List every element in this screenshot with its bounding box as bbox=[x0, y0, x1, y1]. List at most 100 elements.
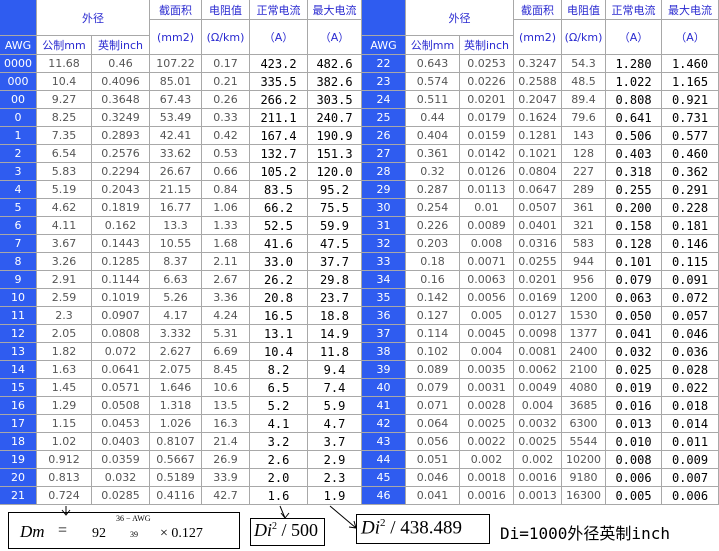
data-cell: 0.808 bbox=[606, 91, 662, 109]
data-cell: 0.079 bbox=[406, 379, 460, 397]
formula-text: 39 bbox=[130, 530, 138, 539]
data-cell: 0.036 bbox=[662, 343, 719, 361]
data-cell: 0.226 bbox=[406, 217, 460, 235]
data-cell: 151.3 bbox=[308, 145, 362, 163]
data-cell: 66.2 bbox=[250, 199, 308, 217]
awg-cell: 0 bbox=[0, 109, 37, 127]
header-cell: (mm2) bbox=[150, 20, 202, 55]
awg-cell: 30 bbox=[362, 199, 406, 217]
data-cell: 211.1 bbox=[250, 109, 308, 127]
data-cell: 0.006 bbox=[662, 487, 719, 505]
awg-cell: 24 bbox=[362, 91, 406, 109]
header-cell: （A） bbox=[662, 20, 719, 55]
data-cell: 0.84 bbox=[202, 181, 250, 199]
data-cell: 33.0 bbox=[250, 253, 308, 271]
data-cell: 0.0508 bbox=[92, 397, 150, 415]
data-cell: 0.127 bbox=[406, 307, 460, 325]
data-cell: 423.2 bbox=[250, 55, 308, 73]
data-cell: 1200 bbox=[562, 289, 606, 307]
data-cell: 0.3249 bbox=[92, 109, 150, 127]
data-cell: 1530 bbox=[562, 307, 606, 325]
awg-cell: 29 bbox=[362, 181, 406, 199]
data-cell: 0.0089 bbox=[460, 217, 514, 235]
data-cell: 0.025 bbox=[606, 361, 662, 379]
data-cell: 0.291 bbox=[662, 181, 719, 199]
data-cell: 9180 bbox=[562, 469, 606, 487]
data-cell: 85.01 bbox=[150, 73, 202, 91]
data-cell: 0.071 bbox=[406, 397, 460, 415]
data-cell: 21.4 bbox=[202, 433, 250, 451]
data-cell: 0.404 bbox=[406, 127, 460, 145]
header-cell: AWG bbox=[362, 36, 406, 55]
awg-cell: 42 bbox=[362, 415, 406, 433]
data-cell: 0.643 bbox=[406, 55, 460, 73]
data-cell: 266.2 bbox=[250, 91, 308, 109]
data-cell: 0.028 bbox=[662, 361, 719, 379]
awg-cell: 23 bbox=[362, 73, 406, 91]
formula-text: 92 bbox=[92, 526, 106, 541]
data-cell: 0.255 bbox=[606, 181, 662, 199]
header-cell: （A） bbox=[308, 20, 362, 55]
data-cell: 6.63 bbox=[150, 271, 202, 289]
data-cell: 4.7 bbox=[308, 415, 362, 433]
data-cell: 0.0018 bbox=[460, 469, 514, 487]
data-cell: 10.4 bbox=[250, 343, 308, 361]
awg-cell: 22 bbox=[362, 55, 406, 73]
data-cell: 52.5 bbox=[250, 217, 308, 235]
data-cell: 0.005 bbox=[606, 487, 662, 505]
data-cell: 2400 bbox=[562, 343, 606, 361]
data-cell: 0.101 bbox=[606, 253, 662, 271]
data-cell: 26.67 bbox=[150, 163, 202, 181]
awg-cell: 32 bbox=[362, 235, 406, 253]
data-cell: 18.8 bbox=[308, 307, 362, 325]
data-cell: 1.15 bbox=[37, 415, 92, 433]
data-cell: 0.072 bbox=[92, 343, 150, 361]
data-cell: 1.646 bbox=[150, 379, 202, 397]
data-cell: 0.041 bbox=[606, 325, 662, 343]
header-cell bbox=[0, 0, 37, 36]
header-cell: 英制inch bbox=[92, 36, 150, 55]
awg-cell: 40 bbox=[362, 379, 406, 397]
data-cell: 0.002 bbox=[460, 451, 514, 469]
data-cell: 0.162 bbox=[92, 217, 150, 235]
data-cell: 0.724 bbox=[37, 487, 92, 505]
awg-cell: 7 bbox=[0, 235, 37, 253]
data-cell: 227 bbox=[562, 163, 606, 181]
data-cell: 0.158 bbox=[606, 217, 662, 235]
data-cell: 0.0028 bbox=[460, 397, 514, 415]
awg-cell: 28 bbox=[362, 163, 406, 181]
awg-cell: 2 bbox=[0, 145, 37, 163]
data-cell: 0.010 bbox=[606, 433, 662, 451]
data-cell: 5.26 bbox=[150, 289, 202, 307]
formula-text: / 500 bbox=[281, 520, 319, 540]
awg-cell: 5 bbox=[0, 199, 37, 217]
data-cell: 10.55 bbox=[150, 235, 202, 253]
data-cell: 0.046 bbox=[662, 325, 719, 343]
data-cell: 5.2 bbox=[250, 397, 308, 415]
data-cell: 0.008 bbox=[460, 235, 514, 253]
data-cell: 41.6 bbox=[250, 235, 308, 253]
awg-cell: 1 bbox=[0, 127, 37, 145]
data-cell: 0.1624 bbox=[514, 109, 562, 127]
data-cell: 10200 bbox=[562, 451, 606, 469]
awg-cell: 16 bbox=[0, 397, 37, 415]
data-cell: 0.0126 bbox=[460, 163, 514, 181]
data-cell: 0.8107 bbox=[150, 433, 202, 451]
data-cell: 26.2 bbox=[250, 271, 308, 289]
data-cell: 583 bbox=[562, 235, 606, 253]
data-cell: 0.2576 bbox=[92, 145, 150, 163]
data-cell: 1.68 bbox=[202, 235, 250, 253]
header-cell: 外径 bbox=[37, 0, 150, 36]
data-cell: 0.072 bbox=[662, 289, 719, 307]
formula-text: Di bbox=[254, 520, 272, 540]
awg-cell: 14 bbox=[0, 361, 37, 379]
data-cell: 11.8 bbox=[308, 343, 362, 361]
data-cell: 0.0013 bbox=[514, 487, 562, 505]
data-cell: 14.9 bbox=[308, 325, 362, 343]
data-cell: 0.0049 bbox=[514, 379, 562, 397]
data-cell: 26.9 bbox=[202, 451, 250, 469]
data-cell: 0.0647 bbox=[514, 181, 562, 199]
data-cell: 0.0453 bbox=[92, 415, 150, 433]
data-cell: 0.0507 bbox=[514, 199, 562, 217]
data-cell: 0.0031 bbox=[460, 379, 514, 397]
